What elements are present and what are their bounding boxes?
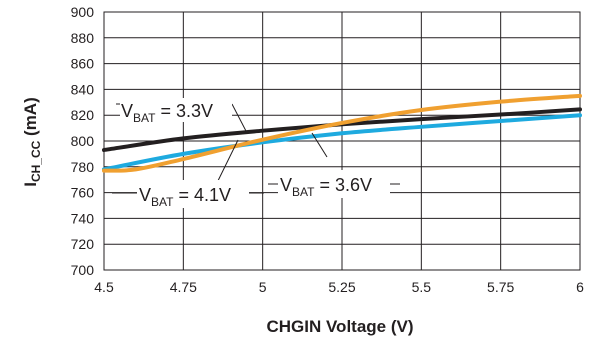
annotation-3v6-sub: BAT	[292, 185, 315, 199]
y-axis-title: ICH_CC (mA)	[21, 97, 43, 187]
annotation-3v6-rest: = 3.6V	[314, 175, 372, 195]
series-lines	[102, 93, 582, 173]
annotation-3v6: VBAT = 3.6V	[280, 175, 372, 199]
annotation-4v1-rest: = 4.1V	[173, 185, 231, 205]
annotation-3v3-main: V	[121, 101, 133, 121]
y-tick-label: 760	[71, 185, 95, 201]
x-tick-label: 5.25	[328, 279, 355, 295]
y-tick-label: 700	[71, 262, 95, 278]
y-tick-label: 740	[71, 210, 95, 226]
y-tick-label: 860	[71, 56, 95, 72]
annotation-3v3: VBAT = 3.3V	[121, 101, 213, 125]
y-axis-title-rest: (mA)	[21, 97, 40, 140]
y-axis-title-main: I	[21, 182, 40, 187]
annotation-3v6-main: V	[280, 175, 292, 195]
x-tick-label: 4.75	[170, 279, 197, 295]
x-tick-label: 5	[259, 279, 267, 295]
annotation-bg-4v1	[137, 180, 249, 208]
y-tick-label: 900	[71, 4, 95, 20]
series-line-vbat-4-1v	[102, 93, 582, 173]
plot-frame	[103, 11, 581, 271]
annotation-3v3-rest: = 3.3V	[155, 101, 213, 121]
series-line-vbat-3-6v	[102, 113, 582, 172]
x-tick-label: 5.5	[412, 279, 432, 295]
y-tick-label: 820	[71, 107, 95, 123]
y-axis-title-sub: CH_CC	[29, 140, 43, 182]
y-tick-label: 840	[71, 81, 95, 97]
annotation-3v3-sub: BAT	[133, 111, 156, 125]
annotation-4v1-sub: BAT	[151, 195, 174, 209]
y-tick-label: 780	[71, 159, 95, 175]
y-tick-label: 880	[71, 30, 95, 46]
x-axis-title: CHGIN Voltage (V)	[266, 317, 413, 336]
tick-labels: 700 720 740 760 780 800 820 840 860 880 900 4.5 4.75…	[71, 4, 584, 295]
annotation-leader-3v3-arrow	[231, 103, 247, 132]
annotation-bg-3v6	[278, 170, 390, 198]
y-tick-label: 800	[71, 133, 95, 149]
x-tick-label: 5.75	[487, 279, 514, 295]
annotation-leader-3v6-arrow	[311, 132, 328, 158]
x-tick-label: 6	[576, 279, 584, 295]
annotation-4v1-main: V	[139, 185, 151, 205]
y-tick-label: 720	[71, 236, 95, 252]
annotation-4v1: VBAT = 4.1V	[139, 185, 231, 209]
annotation-bg-3v3	[120, 98, 232, 122]
x-tick-label: 4.5	[94, 279, 114, 295]
annotations: VBAT = 3.3V VBAT = 4.1V VBAT = 3.6V	[112, 98, 400, 209]
